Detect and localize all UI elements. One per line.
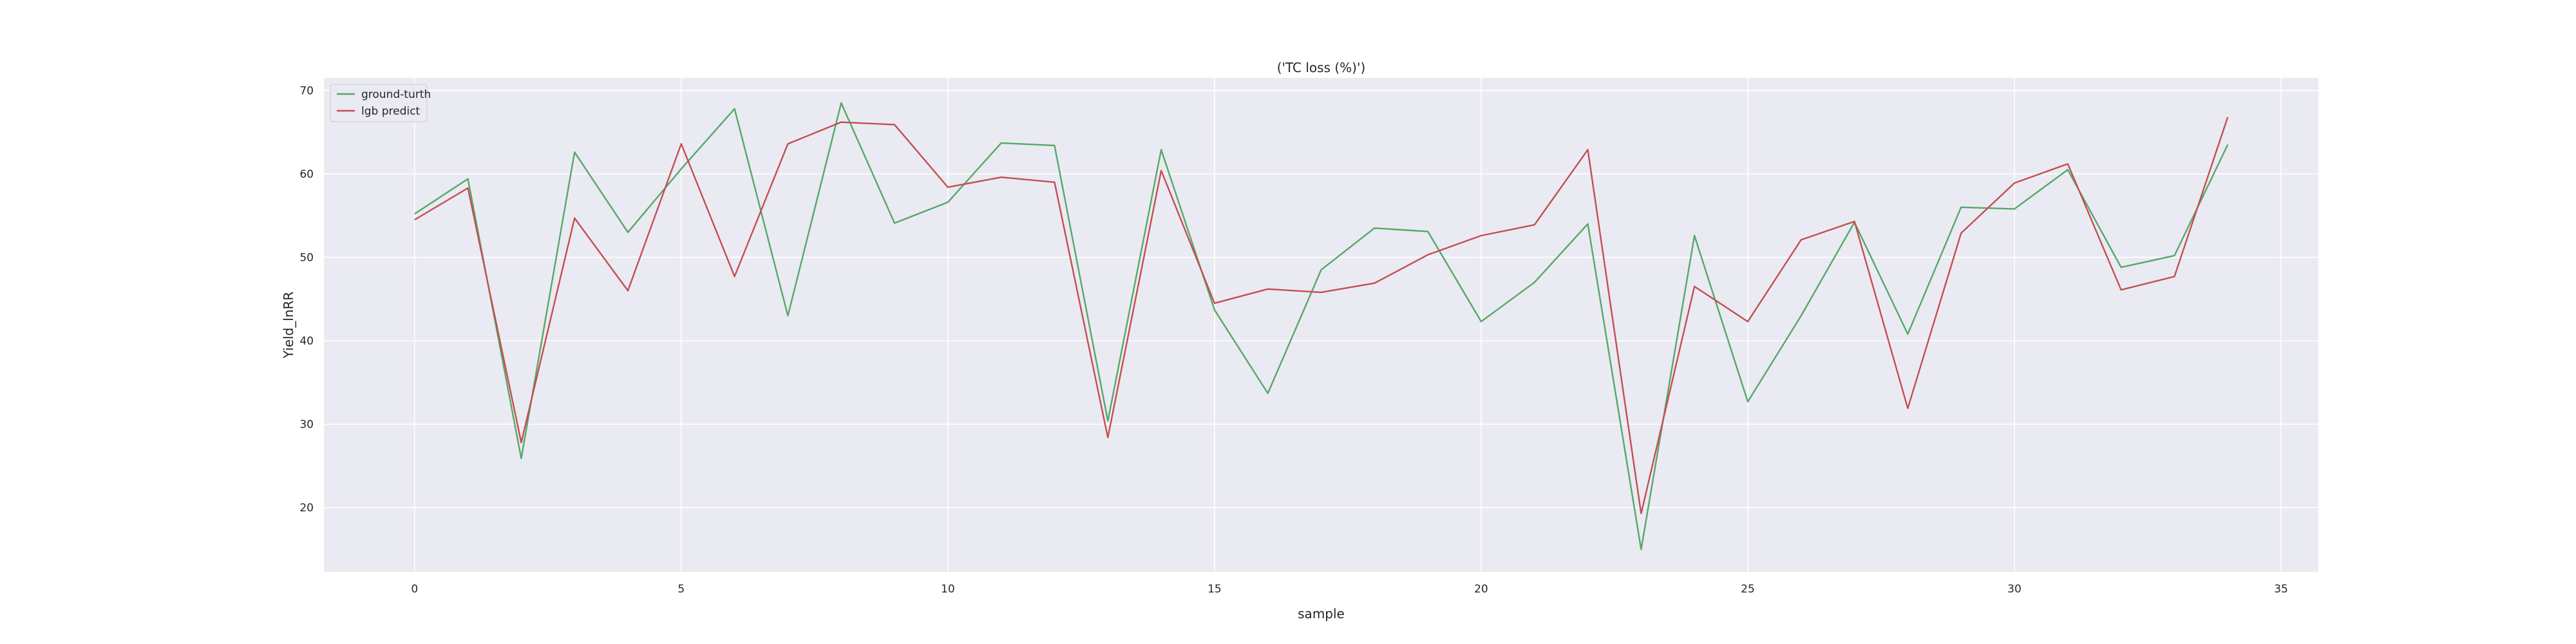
x-tick-label: 30 bbox=[2007, 583, 2022, 596]
x-tick-label: 20 bbox=[1474, 583, 1488, 596]
x-tick-label: 5 bbox=[677, 583, 685, 596]
x-axis-label: sample bbox=[1298, 606, 1345, 621]
series-lines bbox=[414, 102, 2229, 551]
y-tick-label: 50 bbox=[299, 252, 314, 265]
legend: ground-turth lgb predict bbox=[330, 84, 431, 122]
y-tick-label: 60 bbox=[299, 168, 314, 181]
x-tick-label: 25 bbox=[1741, 583, 1755, 596]
y-tick-label: 40 bbox=[299, 335, 314, 348]
y-tick-label: 70 bbox=[299, 84, 314, 97]
series-line-ground-turth bbox=[414, 102, 2229, 551]
y-axis-label: Yield_lnRR bbox=[281, 292, 296, 359]
plot-area bbox=[324, 78, 2318, 572]
y-tick-label: 20 bbox=[299, 502, 314, 515]
legend-label-lgb-predict: lgb predict bbox=[361, 105, 420, 118]
series-line-lgb-predict bbox=[414, 117, 2229, 515]
x-tick-label: 0 bbox=[411, 583, 418, 596]
legend-label-ground-turth: ground-turth bbox=[361, 88, 431, 101]
chart-title: ('TC loss (%)') bbox=[1277, 60, 1366, 75]
x-tick-label: 15 bbox=[1208, 583, 1222, 596]
x-tick-label: 10 bbox=[941, 583, 955, 596]
tick-labels: 0 5 10 15 20 25 30 35 20 30 40 50 60 70 bbox=[299, 84, 2287, 596]
x-tick-label: 35 bbox=[2274, 583, 2288, 596]
y-tick-label: 30 bbox=[299, 419, 314, 431]
grid-lines bbox=[324, 78, 2318, 572]
